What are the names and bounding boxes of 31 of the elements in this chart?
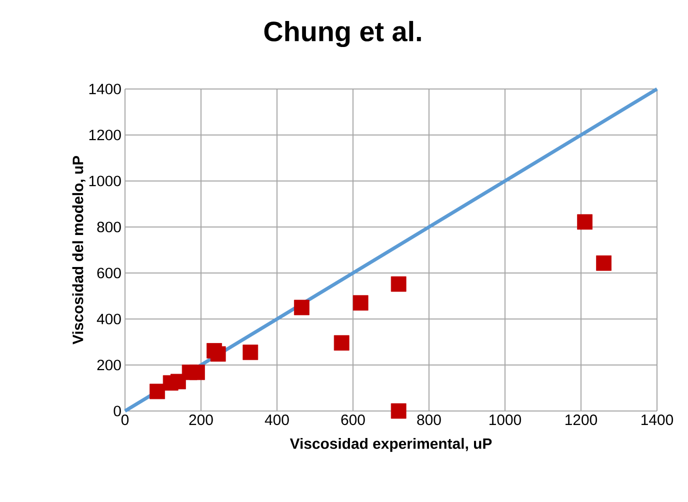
x-tick-label: 1400 xyxy=(642,414,674,426)
y-tick-label: 600 xyxy=(97,268,121,278)
x-tick-label: 600 xyxy=(341,414,365,426)
y-tick-label: 1400 xyxy=(89,84,121,94)
point xyxy=(150,384,165,400)
point xyxy=(334,335,350,351)
point xyxy=(210,346,226,362)
chart-title: Chung et al. xyxy=(264,20,421,48)
y-tick-label: 800 xyxy=(97,222,121,232)
y-tick-label: 400 xyxy=(96,314,121,324)
point xyxy=(170,374,186,390)
point xyxy=(390,403,406,419)
y-tick-label: 0 xyxy=(114,406,121,416)
point xyxy=(577,214,593,230)
x-tick-label: 0 xyxy=(121,414,129,426)
point xyxy=(294,300,310,316)
x-tick-label: 1000 xyxy=(490,414,522,426)
point xyxy=(390,276,406,292)
y-axis-title: Viscosidad del modelo, uP xyxy=(72,156,86,344)
x-tick-label: 400 xyxy=(264,414,289,426)
y-tick-label: 200 xyxy=(97,360,121,370)
x-tick-label: 800 xyxy=(417,414,441,426)
x-tick-label: 200 xyxy=(189,414,213,426)
x-tick-label: 1200 xyxy=(566,414,598,426)
point xyxy=(190,364,205,380)
point xyxy=(596,255,612,271)
y-tick-label: 1000 xyxy=(89,176,121,186)
point xyxy=(352,295,368,311)
x-axis-title: Viscosidad experimental, uP xyxy=(290,438,492,452)
y-tick-label: 1200 xyxy=(89,130,121,140)
point xyxy=(242,344,258,360)
